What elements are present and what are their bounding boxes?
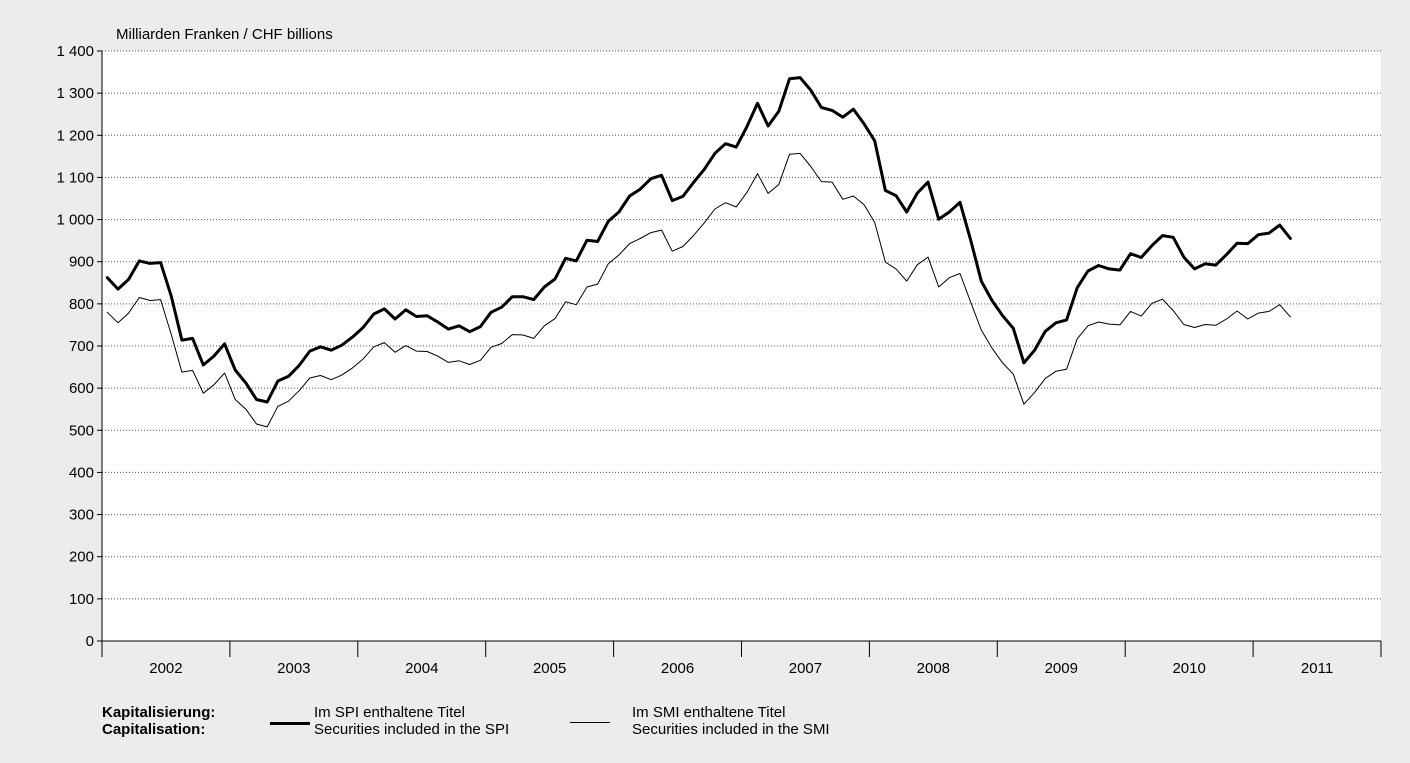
y-tick-label: 300 — [69, 507, 94, 524]
x-tick-label: 2002 — [149, 660, 182, 677]
x-tick-label: 2006 — [661, 660, 694, 677]
y-tick-label: 900 — [69, 254, 94, 271]
legend-swatch-spi — [270, 722, 310, 725]
series-line-spi — [105, 76, 1292, 404]
chart-plot: 0 100 200 300 400 500 600 700 800 900 1 000 1 100 1 … — [56, 43, 1382, 677]
x-tick-label: 2003 — [277, 660, 310, 677]
x-tick-label: 2009 — [1045, 660, 1078, 677]
y-tick-label: 0 — [86, 633, 94, 650]
legend-title-en: Capitalisation: — [102, 721, 206, 738]
y-tick-label: 1 200 — [56, 127, 94, 144]
x-tick-label: 2008 — [917, 660, 950, 677]
y-tick-label: 1 000 — [56, 212, 94, 229]
legend-title-de: Kapitalisierung: — [102, 704, 216, 721]
x-tick-label: 2011 — [1301, 660, 1333, 677]
series-line-smi — [106, 152, 1291, 428]
y-tick-label: 200 — [69, 549, 94, 566]
y-tick-label: 1 100 — [56, 169, 94, 186]
y-tick-label: 1 300 — [56, 85, 94, 102]
legend-swatch-smi — [570, 722, 610, 723]
y-tick-label: 700 — [69, 338, 94, 355]
y-tick-label: 500 — [69, 422, 94, 439]
y-tick-label: 1 400 — [56, 43, 94, 60]
y-tick-label: 100 — [69, 591, 94, 608]
y-axis-unit-label: Milliarden Franken / CHF billions — [116, 26, 333, 43]
legend-smi-de: Im SMI enthaltene Titel — [632, 704, 786, 721]
y-tick-label: 800 — [69, 296, 94, 313]
legend-title: Kapitalisierung: Capitalisation: — [102, 704, 215, 738]
legend: Kapitalisierung: Capitalisation: Im SPI … — [102, 704, 1002, 750]
legend-spi-de: Im SPI enthaltene Titel — [314, 704, 465, 721]
x-tick-label: 2010 — [1172, 660, 1205, 677]
x-tick-label: 2004 — [405, 660, 438, 677]
x-tick-label: 2005 — [533, 660, 566, 677]
legend-entry-smi: Im SMI enthaltene Titel Securities inclu… — [632, 704, 830, 738]
y-tick-label: 600 — [69, 380, 94, 397]
legend-entry-spi: Im SPI enthaltene Titel Securities inclu… — [314, 704, 509, 738]
x-tick-label: 2007 — [789, 660, 822, 677]
legend-smi-en: Securities included in the SMI — [632, 721, 830, 738]
legend-spi-en: Securities included in the SPI — [314, 721, 510, 738]
y-tick-label: 400 — [69, 464, 94, 481]
